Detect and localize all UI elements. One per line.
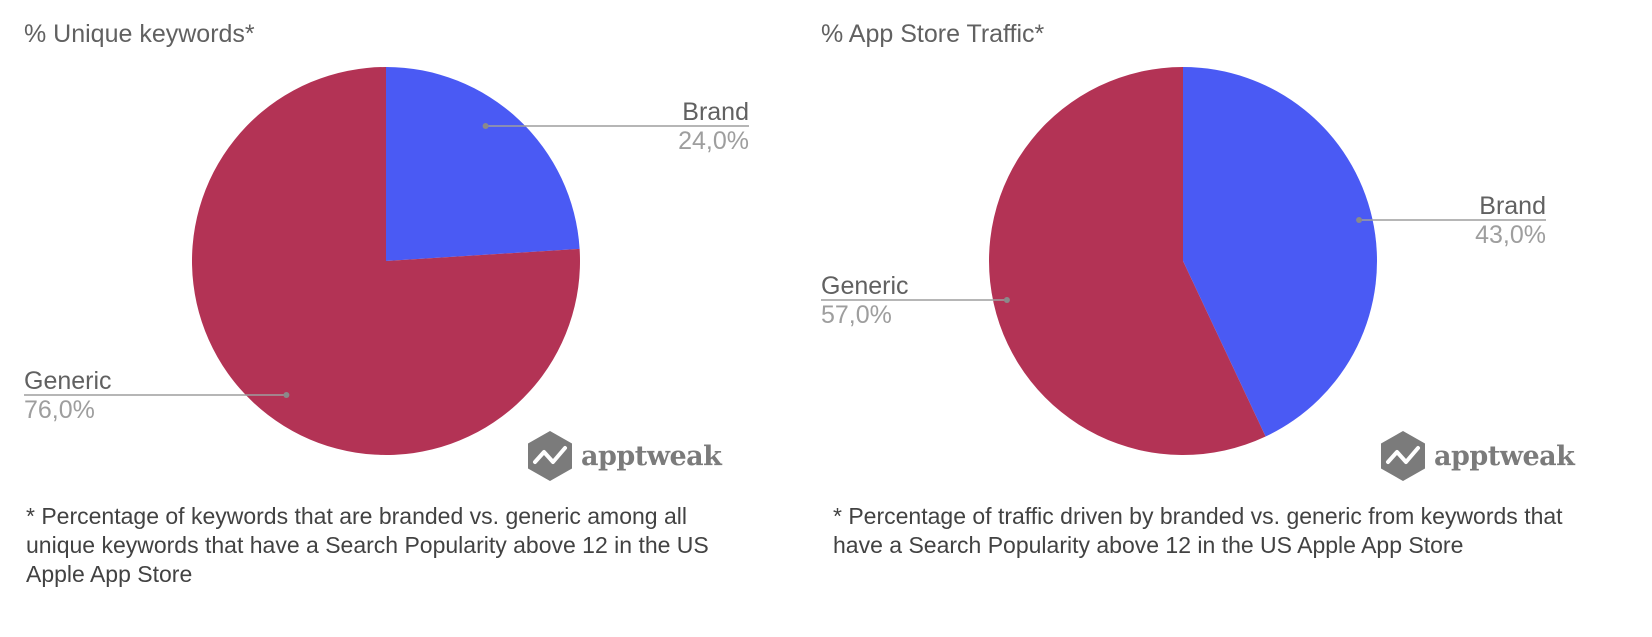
leader-dot-brand [482,123,489,129]
footnote: * Percentage of keywords that are brande… [26,503,709,587]
chart-title: % Unique keywords* [24,20,255,48]
slice-label-generic: Generic [821,272,909,300]
footnote: * Percentage of traffic driven by brande… [833,503,1563,558]
chart-panel-unique-keywords: % Unique keywords* Brand 24,0% Generic 76,0… [24,20,749,587]
leader-dot-generic [1003,297,1010,303]
slice-value-generic: 76,0% [24,396,95,424]
slice-value-generic: 57,0% [821,301,892,329]
apptweak-hexagon-icon [528,431,572,481]
leader-dot-brand [1356,217,1363,223]
leader-dot-generic [283,392,290,398]
slice-value-brand: 43,0% [1475,221,1546,249]
slice-label-generic: Generic [24,367,112,395]
pie-slice-brand [1183,67,1377,437]
apptweak-hexagon-icon [1381,431,1425,481]
chart-title: % App Store Traffic* [821,20,1045,48]
slice-label-brand: Brand [682,98,749,126]
apptweak-logo: apptweak [527,428,722,484]
slice-label-brand: Brand [1479,192,1546,220]
chart-panel-app-store-traffic: % App Store Traffic* Brand 43,0% Generic 57… [821,0,1652,637]
pie-slice-generic [989,67,1266,455]
apptweak-logo: apptweak [1380,428,1575,484]
slice-value-brand: 24,0% [678,127,749,155]
pie-slice-generic [191,67,581,456]
logo-text: apptweak [581,440,722,472]
logo-text: apptweak [1434,440,1575,472]
pie-slice-brand [386,67,580,261]
